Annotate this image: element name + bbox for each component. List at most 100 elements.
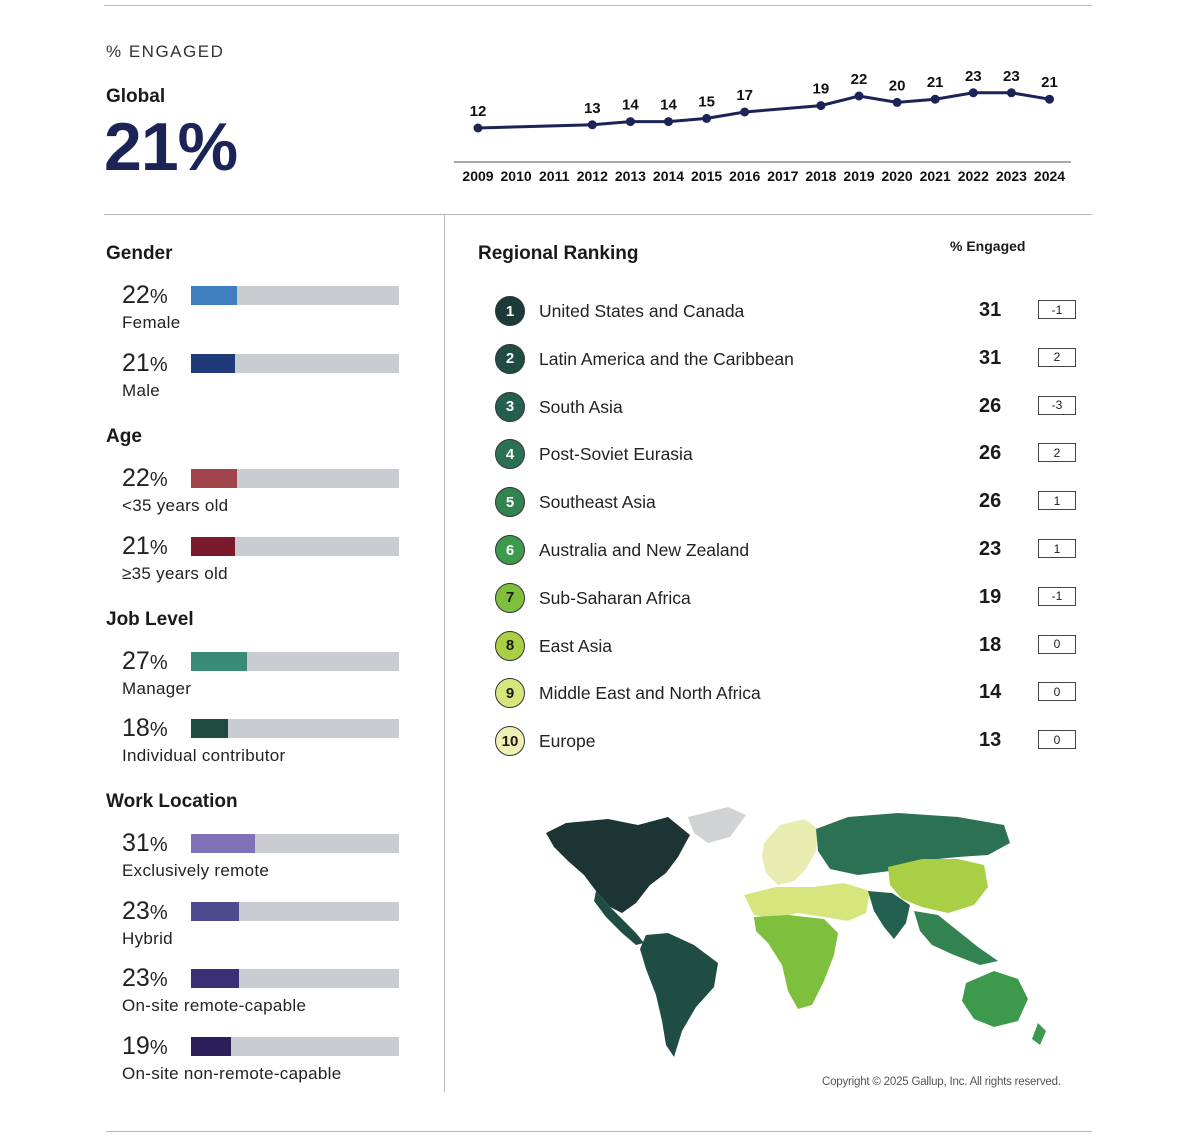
metric-bar-fill bbox=[191, 537, 235, 556]
age-section-title: Age bbox=[106, 426, 142, 447]
map-new-zealand bbox=[1032, 1023, 1046, 1045]
region-value: 26 bbox=[979, 394, 1002, 417]
rank-change: 0 bbox=[1038, 634, 1076, 654]
ranking-row: 3 South Asia 26 -3 bbox=[495, 391, 1080, 426]
metric-value: 23% bbox=[122, 964, 168, 992]
map-greenland bbox=[688, 807, 746, 843]
global-value: 21% bbox=[104, 109, 238, 185]
data-label: 15 bbox=[698, 93, 715, 110]
x-tick-label: 2020 bbox=[882, 168, 913, 184]
metric-bar-track bbox=[191, 1037, 399, 1056]
gender-metric: 22% Female bbox=[122, 281, 402, 337]
x-tick-label: 2024 bbox=[1034, 168, 1065, 184]
metric-label: Female bbox=[122, 313, 181, 332]
region-name: East Asia bbox=[539, 635, 612, 656]
data-label: 21 bbox=[927, 74, 944, 91]
data-label: 14 bbox=[660, 97, 677, 114]
map-post-soviet bbox=[816, 813, 1010, 875]
map-southeast-asia bbox=[914, 911, 998, 965]
ranking-row: 9 Middle East and North Africa 14 0 bbox=[495, 678, 1080, 712]
x-tick-label: 2012 bbox=[577, 168, 608, 184]
metric-bar-track bbox=[191, 537, 399, 556]
rank-change: 0 bbox=[1038, 730, 1076, 750]
metric-label: Hybrid bbox=[122, 929, 173, 948]
metric-bar-fill bbox=[191, 969, 239, 988]
metric-value: 21% bbox=[122, 532, 168, 560]
data-point bbox=[664, 117, 673, 127]
map-east-asia bbox=[888, 859, 988, 913]
top-divider bbox=[104, 5, 1092, 6]
data-label: 13 bbox=[584, 100, 601, 117]
rank-change: -1 bbox=[1038, 300, 1076, 319]
data-point bbox=[854, 91, 864, 101]
data-label: 23 bbox=[965, 68, 982, 85]
bottom-divider bbox=[106, 1131, 1092, 1132]
column-divider bbox=[444, 214, 445, 1092]
rank-badge: 9 bbox=[495, 678, 525, 709]
x-tick-label: 2009 bbox=[462, 168, 493, 184]
engaged-column-header: % Engaged bbox=[950, 238, 1026, 254]
gender-section-title: Gender bbox=[106, 243, 173, 264]
metric-bar-track bbox=[191, 469, 399, 488]
ranking-row: 4 Post-Soviet Eurasia 26 2 bbox=[495, 439, 1080, 473]
rank-badge: 7 bbox=[495, 582, 525, 613]
metric-label: On-site non-remote-capable bbox=[122, 1064, 342, 1083]
x-tick-label: 2010 bbox=[501, 168, 532, 184]
copyright: Copyright © 2025 Gallup, Inc. All rights… bbox=[822, 1076, 1061, 1088]
metric-bar-fill bbox=[191, 834, 256, 853]
age-metric: 22% <35 years old bbox=[122, 464, 402, 520]
rank-change: 2 bbox=[1038, 443, 1076, 463]
metric-value: 31% bbox=[122, 829, 168, 857]
region-value: 31 bbox=[979, 346, 1002, 369]
data-label: 19 bbox=[813, 81, 830, 98]
data-label: 23 bbox=[1003, 68, 1020, 85]
metric-label: Individual contributor bbox=[122, 746, 286, 765]
x-tick-label: 2023 bbox=[996, 168, 1027, 184]
rank-change: -3 bbox=[1038, 395, 1076, 415]
metric-bar-track bbox=[191, 354, 399, 373]
region-name: Australia and New Zealand bbox=[539, 540, 750, 560]
region-value: 19 bbox=[979, 585, 1002, 608]
metric-label: Male bbox=[122, 381, 161, 400]
region-value: 26 bbox=[979, 442, 1002, 465]
metric-value: 22% bbox=[122, 281, 168, 309]
gender-metric: 21% Male bbox=[122, 349, 402, 405]
rank-change: -1 bbox=[1038, 586, 1076, 606]
region-value: 23 bbox=[979, 538, 1002, 560]
rank-badge: 4 bbox=[495, 439, 525, 470]
rank-badge: 2 bbox=[495, 343, 525, 374]
rank-badge: 6 bbox=[495, 535, 525, 565]
ranking-row: 8 East Asia 18 0 bbox=[495, 630, 1080, 665]
metric-label: On-site remote-capable bbox=[122, 996, 307, 1015]
metric-label: ≥35 years old bbox=[122, 564, 228, 583]
metric-bar-track bbox=[191, 652, 399, 671]
region-value: 14 bbox=[979, 681, 1002, 704]
x-tick-label: 2017 bbox=[767, 168, 798, 184]
work-metric: 23% Hybrid bbox=[122, 897, 402, 953]
region-name: United States and Canada bbox=[539, 301, 745, 321]
data-point bbox=[587, 120, 597, 130]
map-mena bbox=[744, 883, 870, 921]
data-point bbox=[968, 88, 978, 98]
x-tick-label: 2019 bbox=[843, 168, 874, 184]
metric-label: Exclusively remote bbox=[122, 861, 270, 880]
data-label: 20 bbox=[889, 77, 906, 94]
x-tick-label: 2022 bbox=[958, 168, 989, 184]
ranking-row: 6 Australia and New Zealand 23 1 bbox=[495, 535, 1080, 569]
metric-bar-track bbox=[191, 902, 399, 921]
metric-bar-track bbox=[191, 834, 399, 853]
data-label: 22 bbox=[851, 71, 868, 88]
rank-badge: 5 bbox=[495, 487, 525, 518]
ranking-row: 1 United States and Canada 31 -1 bbox=[495, 296, 1080, 330]
region-name: Post-Soviet Eurasia bbox=[539, 444, 693, 465]
ranking-row: 7 Sub-Saharan Africa 19 -1 bbox=[495, 582, 1080, 617]
rank-badge: 1 bbox=[495, 296, 525, 326]
ranking-row: 2 Latin America and the Caribbean 31 2 bbox=[495, 343, 1080, 378]
metric-value: 27% bbox=[122, 647, 168, 675]
metric-bar-track bbox=[191, 969, 399, 988]
data-point bbox=[930, 94, 940, 104]
ranking-row: 10 Europe 13 0 bbox=[495, 726, 1080, 760]
map-australia bbox=[962, 971, 1028, 1027]
job-section-title: Job Level bbox=[106, 609, 194, 630]
data-point bbox=[702, 113, 712, 123]
